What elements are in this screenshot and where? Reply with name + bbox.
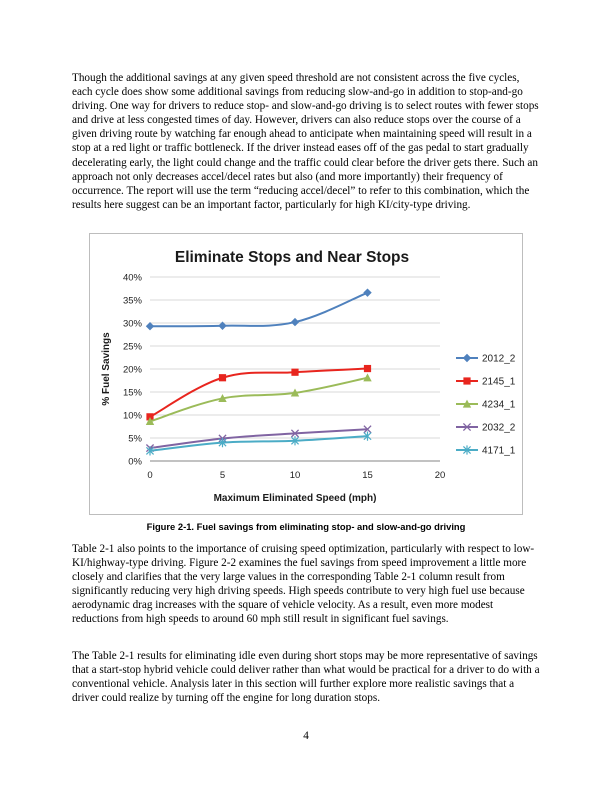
legend-marker-4171_1 xyxy=(462,445,472,455)
series-line-4234_1 xyxy=(149,376,368,423)
data-point-2145_1 xyxy=(146,413,154,421)
page-number: 4 xyxy=(303,730,309,742)
x-tick-label: 5 xyxy=(220,470,225,481)
y-axis-title: % Fuel Savings xyxy=(101,332,112,406)
x-tick-label: 15 xyxy=(362,470,373,481)
legend-marker-2145_1 xyxy=(463,377,471,385)
data-point-2145_1 xyxy=(291,368,299,376)
data-point-4234_1 xyxy=(145,417,155,426)
y-tick-label: 5% xyxy=(128,434,142,445)
chart-title: Eliminate Stops and Near Stops xyxy=(175,249,409,266)
y-tick-label: 25% xyxy=(123,342,143,353)
data-point-2032_2 xyxy=(363,425,372,434)
x-tick-label: 10 xyxy=(290,470,301,481)
body-paragraph-2: Table 2-1 also points to the importance … xyxy=(72,543,535,626)
x-tick-label: 0 xyxy=(147,470,152,481)
y-tick-label: 20% xyxy=(123,365,143,376)
series-line-4171_1 xyxy=(149,435,368,452)
data-point-2012_2 xyxy=(290,317,300,327)
figure-caption: Figure 2-1. Fuel savings from eliminatin… xyxy=(146,521,466,532)
x-tick-label: 20 xyxy=(435,470,446,481)
data-point-4234_1 xyxy=(363,373,372,382)
series-line-2145_1 xyxy=(149,367,368,418)
line-chart: Eliminate Stops and Near Stops 0% 5% 10% 15%… xyxy=(101,249,516,504)
series-line-2012_2 xyxy=(149,291,368,328)
data-point-2145_1 xyxy=(218,374,227,382)
body-paragraph-1: Though the additional savings at any giv… xyxy=(72,72,539,211)
y-tick-label: 35% xyxy=(123,296,143,307)
x-axis-title: Maximum Eliminated Speed (mph) xyxy=(214,493,377,504)
data-point-4234_1 xyxy=(290,388,300,397)
data-point-4171_1 xyxy=(290,436,300,446)
legend-marker-2012_2 xyxy=(462,353,472,363)
legend-marker-4234_1 xyxy=(462,399,472,408)
data-point-4171_1 xyxy=(218,438,227,448)
legend-label: 4171_1 xyxy=(482,446,516,457)
data-point-2012_2 xyxy=(363,288,372,297)
figure-chart: Eliminate Stops and Near Stops 0% 5% 10% 15%… xyxy=(89,233,523,515)
y-tick-label: 15% xyxy=(123,388,143,399)
y-tick-label: 0% xyxy=(128,457,142,468)
data-point-2012_2 xyxy=(218,321,227,330)
data-point-4171_1 xyxy=(145,446,155,456)
body-paragraph-3: The Table 2-1 results for eliminating id… xyxy=(72,650,540,705)
data-point-4171_1 xyxy=(363,431,372,441)
y-tick-label: 40% xyxy=(123,273,143,284)
data-point-2145_1 xyxy=(363,364,372,373)
data-point-4234_1 xyxy=(218,394,227,403)
legend-marker-2032_2 xyxy=(462,422,472,432)
y-tick-label: 30% xyxy=(123,319,143,330)
legend-label: 4234_1 xyxy=(482,400,516,411)
legend-label: 2012_2 xyxy=(482,354,516,365)
legend-label: 2032_2 xyxy=(482,423,516,434)
data-point-2032_2 xyxy=(290,429,300,438)
series-line-2032_2 xyxy=(149,428,368,450)
data-point-2012_2 xyxy=(145,322,155,331)
y-tick-label: 10% xyxy=(123,411,143,422)
legend-label: 2145_1 xyxy=(482,377,516,388)
